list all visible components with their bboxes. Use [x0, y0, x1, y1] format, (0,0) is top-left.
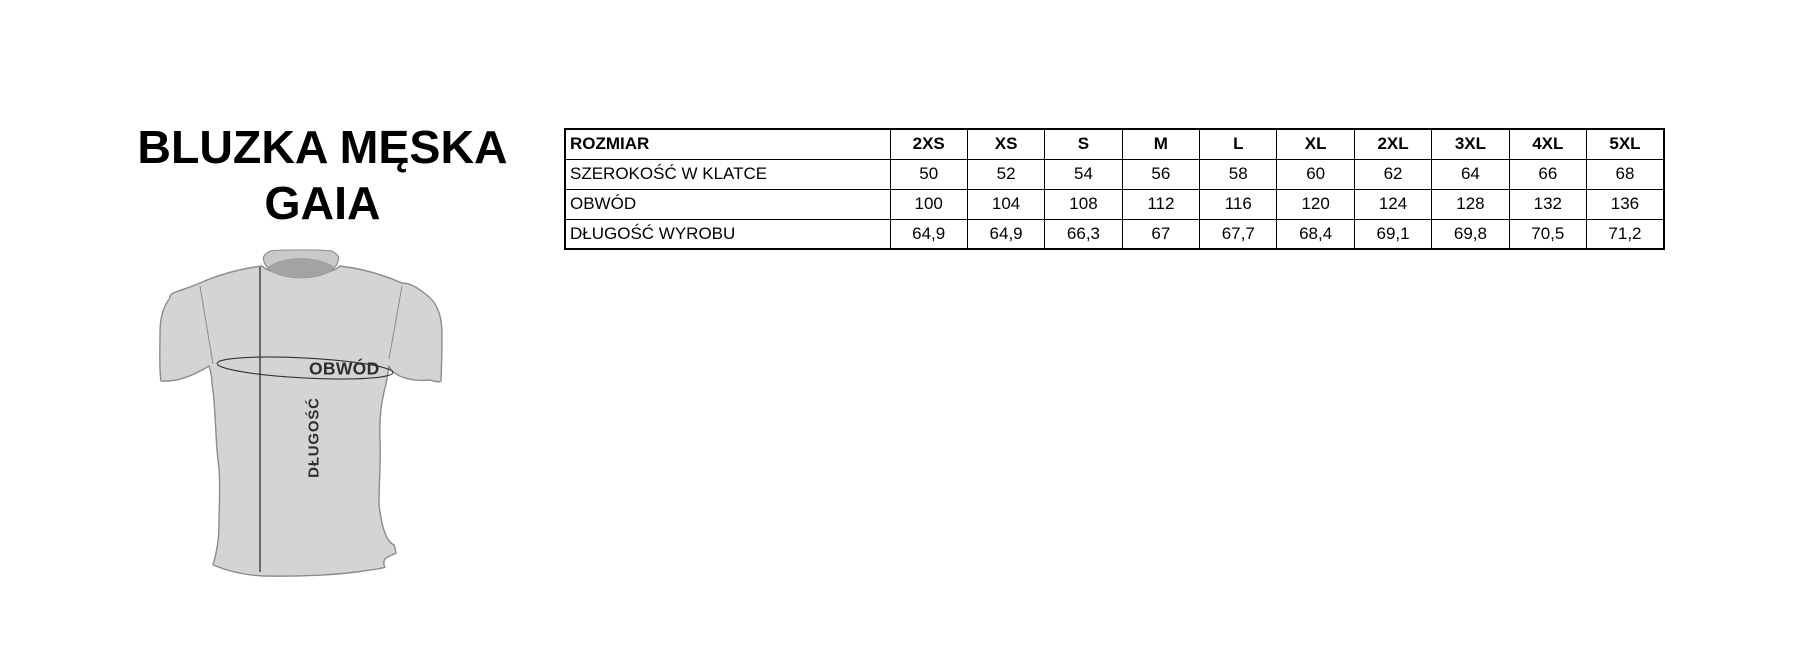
svg-text:OBWÓD: OBWÓD: [309, 358, 380, 379]
svg-text:DŁUGOŚĆ: DŁUGOŚĆ: [304, 397, 322, 478]
